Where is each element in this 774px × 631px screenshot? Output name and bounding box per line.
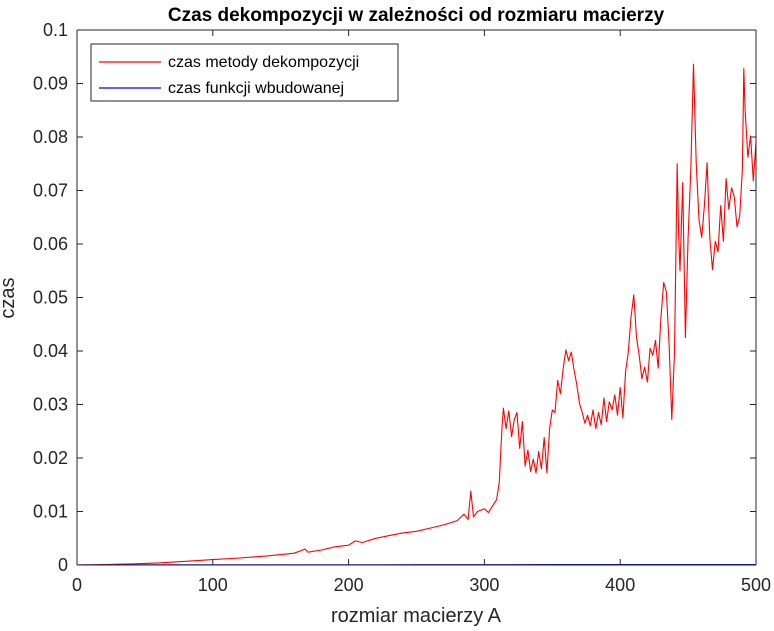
legend-label-decomposition: czas metody dekompozycji <box>168 54 359 71</box>
y-axis-label: czas <box>0 277 19 318</box>
series-line-0 <box>76 63 757 566</box>
y-tick-label: 0 <box>58 555 68 575</box>
legend: czas metody dekompozycji czas funkcji wb… <box>90 43 399 102</box>
axes-layer <box>76 29 757 566</box>
plot-frame <box>77 30 756 565</box>
legend-box <box>90 43 399 102</box>
y-tick-label: 0.09 <box>33 74 68 94</box>
y-tick-label: 0.01 <box>33 502 68 522</box>
plot-area <box>76 29 757 566</box>
y-tick-label: 0.08 <box>33 127 68 147</box>
x-axis-label: rozmiar macierzy A <box>331 605 502 627</box>
x-tick-label: 200 <box>334 575 364 595</box>
y-tick-label: 0.1 <box>43 20 68 40</box>
x-tick-label: 500 <box>741 575 771 595</box>
y-tick-label: 0.04 <box>33 341 68 361</box>
x-tick-label: 100 <box>198 575 228 595</box>
x-tick-label: 400 <box>605 575 635 595</box>
y-tick-labels: 0 0.01 0.02 0.03 0.04 0.05 0.06 0.07 0.08 0.09 0.1 <box>33 20 68 575</box>
y-tick-label: 0.02 <box>33 448 68 468</box>
x-tick-labels: 0 100 200 300 400 500 <box>72 575 771 595</box>
x-tick-label: 300 <box>469 575 499 595</box>
y-tick-label: 0.03 <box>33 395 68 415</box>
y-tick-label: 0.05 <box>33 288 68 308</box>
x-tick-label: 0 <box>72 575 82 595</box>
y-tick-label: 0.06 <box>33 234 68 254</box>
y-tick-label: 0.07 <box>33 181 68 201</box>
chart-title: Czas dekompozycji w zależności od rozmia… <box>168 5 665 26</box>
legend-label-builtin: czas funkcji wbudowanej <box>168 80 344 97</box>
